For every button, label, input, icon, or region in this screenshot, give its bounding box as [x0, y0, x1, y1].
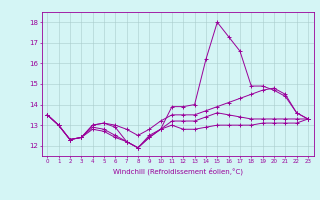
X-axis label: Windchill (Refroidissement éolien,°C): Windchill (Refroidissement éolien,°C) [113, 167, 243, 175]
